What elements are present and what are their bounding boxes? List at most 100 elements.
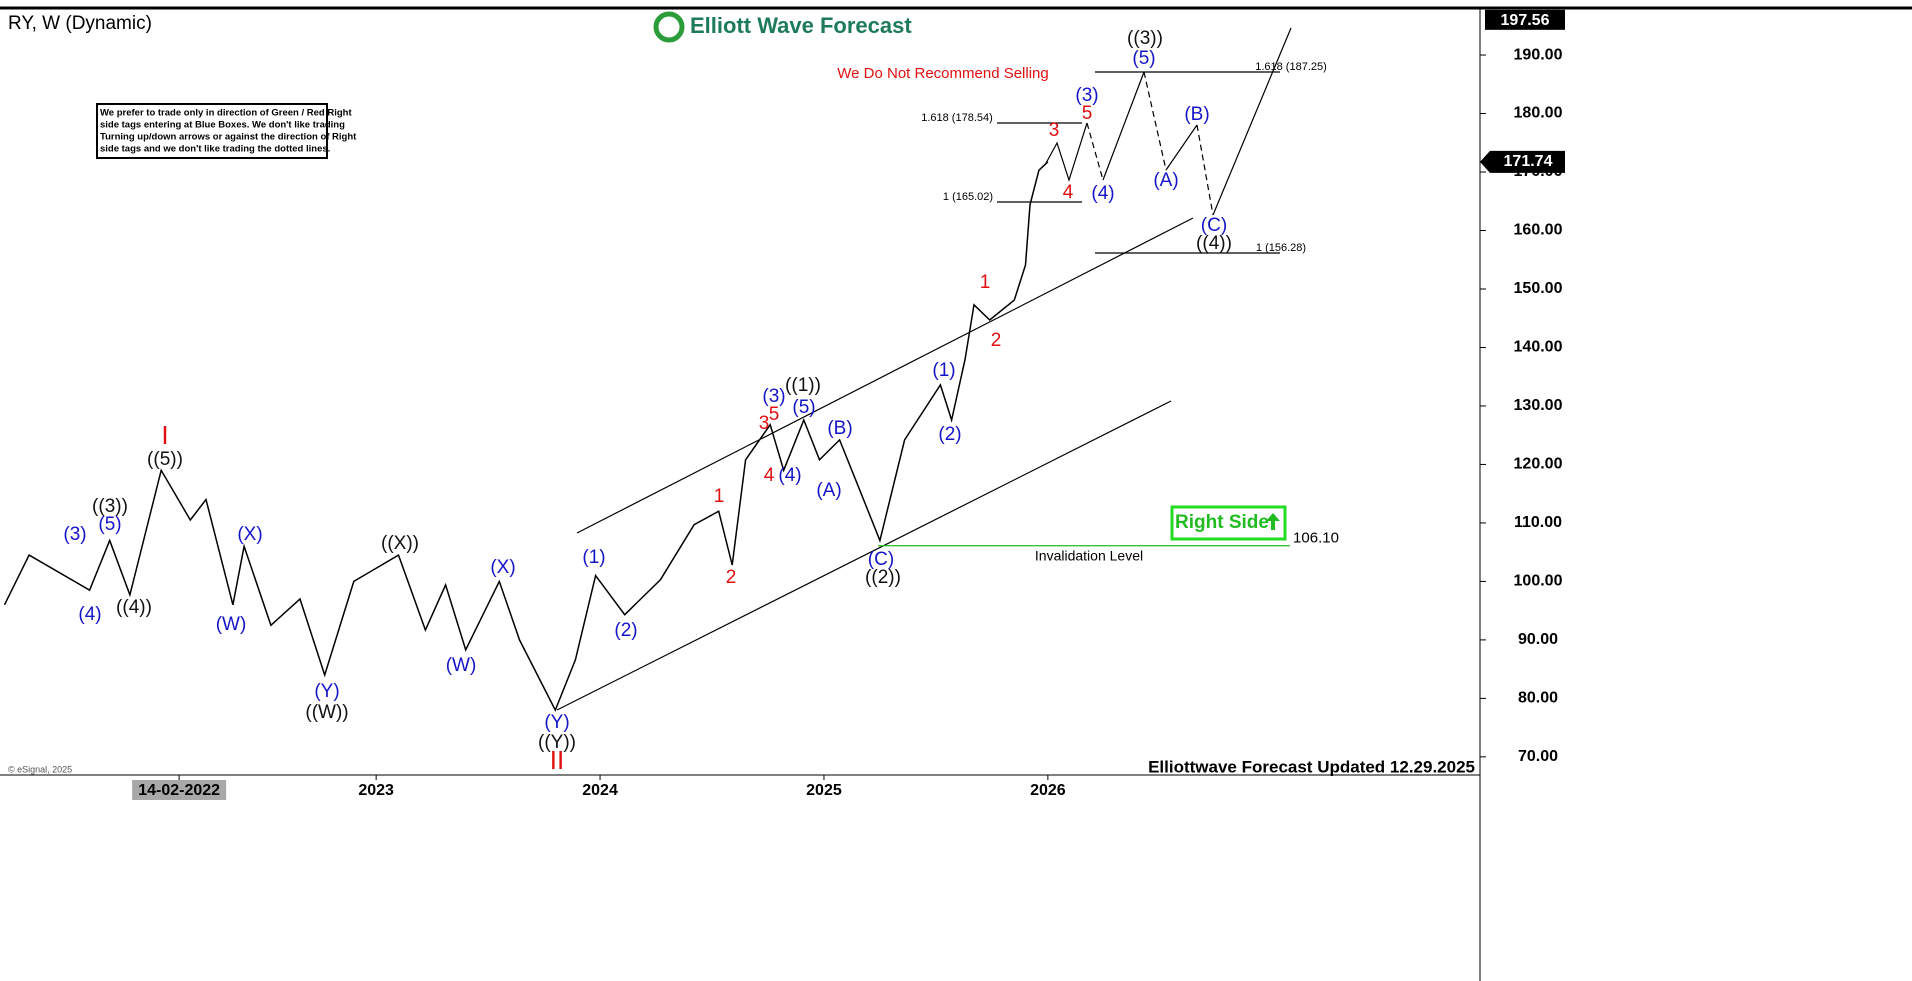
note-line: side tags entering at Blue Boxes. We don…: [100, 120, 345, 131]
x-tick-label: 14-02-2022: [138, 782, 220, 799]
wave-label: II: [550, 745, 564, 775]
wave-label: ((X)): [381, 533, 419, 554]
wave-label: (W): [216, 614, 247, 635]
wave-label: 4: [1063, 182, 1074, 203]
channel-line: [556, 400, 1172, 711]
wave-label: ((4)): [1196, 233, 1232, 254]
footer: Elliottwave Forecast Updated 12.29.2025: [1148, 757, 1475, 776]
y-tick-label: 140.00: [1514, 339, 1563, 356]
wave-label: (5): [98, 514, 121, 535]
y-tick-label: 110.00: [1514, 514, 1562, 531]
wave-label: 5: [769, 404, 780, 425]
wave-label: ((5)): [147, 449, 183, 470]
wave-label: (A): [816, 480, 841, 501]
projection-line: [1196, 124, 1214, 216]
wave-label: ((3)): [92, 496, 128, 517]
wave-label: (C): [868, 549, 894, 570]
logo: Elliott Wave Forecast: [690, 13, 912, 38]
x-tick-label: 2026: [1030, 782, 1066, 799]
wave-label: ((W)): [305, 702, 348, 723]
note-line: Turning up/down arrows or against the di…: [100, 132, 357, 143]
projection-line: [1143, 71, 1167, 171]
invalidation-value: 106.10: [1293, 530, 1339, 547]
wave-label: (3): [63, 524, 86, 545]
projection-line: [1165, 124, 1198, 171]
wave-label: 1: [980, 272, 991, 293]
wave-label: 3: [1049, 120, 1060, 141]
top-price-label: 197.56: [1501, 12, 1550, 29]
projection-line: [1102, 71, 1145, 181]
right-side-label: Right Side: [1175, 512, 1269, 533]
y-tick-label: 150.00: [1514, 280, 1563, 297]
wave-label: ((2)): [865, 567, 901, 588]
wave-label: (2): [614, 620, 637, 641]
y-tick-label: 120.00: [1514, 456, 1563, 473]
right-side-box: [1170, 505, 1287, 541]
wave-label: (4): [1091, 183, 1114, 204]
y-tick-label: 90.00: [1518, 631, 1558, 648]
last-price-label: 171.74: [1504, 153, 1553, 170]
wave-label: 5: [1082, 103, 1093, 124]
wave-label: 4: [764, 465, 775, 486]
wave-label: (X): [237, 524, 262, 545]
fib-label: 1.618 (187.25): [1255, 61, 1327, 73]
wave-label: 3: [759, 413, 770, 434]
note-box: [96, 103, 328, 159]
wave-label: (5): [1132, 48, 1155, 69]
note-line: side tags and we don't like trading the …: [100, 144, 330, 155]
wave-label: (4): [778, 465, 801, 486]
wave-label: (B): [1184, 104, 1209, 125]
y-tick-label: 100.00: [1514, 573, 1563, 590]
wave-label: 2: [991, 330, 1002, 351]
invalidation-text: Invalidation Level: [1035, 547, 1143, 563]
wave-label: (1): [932, 360, 955, 381]
wave-label: ((3)): [1127, 28, 1163, 49]
y-tick-label: 70.00: [1518, 748, 1558, 765]
y-tick-label: 80.00: [1518, 690, 1558, 707]
fib-label: 1 (156.28): [1256, 242, 1306, 254]
wave-label: (3): [762, 386, 785, 407]
last-price-box: [1480, 150, 1565, 173]
projection-line: [1212, 27, 1292, 216]
wave-label: (C): [1201, 215, 1227, 236]
note-line: We prefer to trade only in direction of …: [100, 108, 352, 119]
wave-label: (3): [1075, 85, 1098, 106]
y-tick-label: 130.00: [1514, 397, 1563, 414]
x-tick-label: 2023: [358, 782, 394, 799]
fib-label: 1.618 (178.54): [921, 112, 993, 124]
wave-label: (1): [582, 547, 605, 568]
top-price-box: [1485, 9, 1565, 30]
wave-label: ((1)): [785, 375, 821, 396]
logo-icon: [653, 11, 685, 43]
y-tick-label: 190.00: [1514, 46, 1563, 63]
wave-label: (Y): [544, 712, 569, 733]
wave-label: 2: [726, 567, 737, 588]
wave-label: (5): [792, 397, 815, 418]
y-tick-label: 160.00: [1514, 222, 1563, 239]
y-tick-label: 180.00: [1514, 105, 1563, 122]
fib-label: 1 (165.02): [943, 191, 993, 203]
wave-label: (4): [78, 604, 101, 625]
price-line: [3, 161, 1049, 712]
chart-title: RY, W (Dynamic): [8, 13, 152, 34]
wave-label: (2): [938, 424, 961, 445]
cursor-date-box: [132, 780, 227, 800]
wave-label: I: [161, 420, 168, 450]
wave-label: (Y): [314, 681, 339, 702]
channel-line: [576, 217, 1194, 534]
wave-label: ((Y)): [538, 732, 576, 753]
up-arrow: [1266, 513, 1280, 530]
warning: We Do Not Recommend Selling: [837, 65, 1048, 82]
projection-line: [1044, 122, 1088, 182]
wave-label: ((4)): [116, 597, 152, 618]
copyright: © eSignal, 2025: [8, 764, 72, 774]
wave-label: 1: [714, 486, 725, 507]
wave-label: (X): [490, 557, 515, 578]
x-tick-label: 2024: [582, 782, 618, 799]
x-tick-label: 2025: [806, 782, 842, 799]
wave-label: (A): [1153, 170, 1178, 191]
wave-label: (B): [827, 418, 852, 439]
projection: [556, 27, 1292, 711]
